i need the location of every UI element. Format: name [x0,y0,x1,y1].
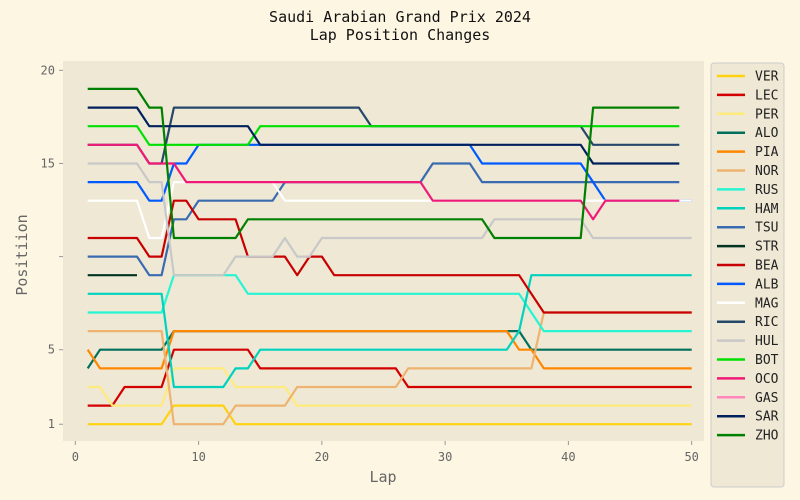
series-lines [86,87,692,426]
legend-label-hul: HUL [755,334,779,349]
x-tick-label: 30 [438,450,452,464]
legend-label-sar: SAR [755,410,779,425]
legend-label-tsu: TSU [755,221,778,236]
x-tick-label: 20 [315,450,329,464]
legend-label-nor: NOR [755,164,779,179]
chart-subtitle: Lap Position Changes [310,26,491,44]
legend-label-str: STR [755,240,779,255]
y-tick-label: 1 [48,417,55,431]
y-tick-label: 5 [48,343,55,357]
series-line-ver [87,404,692,426]
legend-label-lec: LEC [755,88,778,103]
legend-label-bea: BEA [755,259,779,274]
legend-label-zho: ZHO [755,429,779,444]
series-line-mag [87,181,692,240]
legend-label-bot: BOT [755,353,779,368]
legend-label-mag: MAG [755,296,779,311]
y-tick-label: 15 [41,156,55,170]
series-line-hul [87,162,692,277]
series-line-zho [87,87,680,240]
series-line-sar [87,106,680,165]
x-tick-label: 40 [561,450,575,464]
x-axis-label: Lap [369,468,396,486]
x-tick-label: 0 [72,450,79,464]
series-line-nor [87,311,692,426]
x-tick-label: 50 [684,450,698,464]
series-line-ham [87,274,692,389]
legend-label-pia: PIA [755,145,779,160]
legend-label-rus: RUS [755,183,778,198]
series-line-oco [87,143,680,221]
plot-area [63,61,704,441]
legend-label-ric: RIC [755,315,778,330]
legend: VER LEC PER ALO PIA NOR RUS HAM TSU STR BEA ALB MAG R… [710,62,785,488]
x-tick-label: 10 [191,450,205,464]
series-line-rus [87,274,692,333]
legend-label-per: PER [755,107,779,122]
legend-label-alo: ALO [755,126,779,141]
legend-label-gas: GAS [755,391,778,406]
series-line-pia [86,330,692,370]
series-line-tsu [87,162,680,277]
legend-label-alb: ALB [755,277,779,292]
x-ticks: 0 10 20 30 40 50 [72,441,699,464]
legend-label-ham: HAM [755,202,779,217]
y-axis-label: Positiion [13,214,31,295]
series-line-bot [87,125,680,146]
legend-label-oco: OCO [755,372,779,387]
legend-label-ver: VER [755,70,779,85]
y-tick-label: 20 [41,63,55,77]
chart-title: Saudi Arabian Grand Prix 2024 [269,8,531,26]
